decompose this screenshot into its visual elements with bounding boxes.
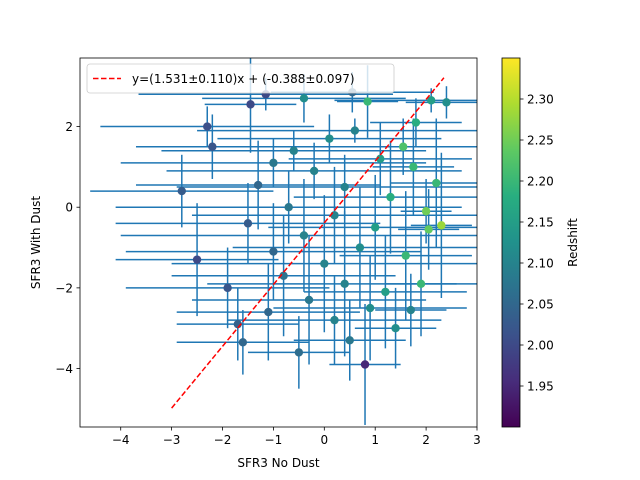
colorbar-tick-label: 2.00: [527, 339, 554, 353]
data-point: [409, 162, 418, 172]
legend-label-fit-line: y=(1.531±0.110)x + (-0.388±0.097): [132, 72, 355, 86]
data-point: [203, 122, 212, 131]
colorbar-tick-label: 2.20: [527, 175, 554, 189]
data-point: [330, 211, 339, 220]
data-point: [345, 336, 354, 345]
y-tick-label: −2: [55, 281, 73, 295]
data-point: [299, 94, 309, 103]
y-tick-label: 0: [65, 201, 73, 215]
x-axis-ticks: −4 −3 −2 −1 0 1 2 3: [112, 427, 481, 447]
data-point: [416, 279, 426, 289]
data-point: [360, 360, 370, 369]
y-tick-label: −4: [55, 362, 73, 376]
data-point: [223, 283, 232, 293]
data-point: [320, 259, 329, 268]
data-points: [177, 88, 451, 369]
data-point: [365, 303, 375, 313]
data-point: [340, 279, 349, 289]
data-point: [381, 287, 390, 297]
x-tick-label: 3: [473, 433, 481, 447]
data-point: [279, 271, 288, 280]
data-point: [243, 219, 253, 228]
data-point: [299, 231, 309, 240]
data-point: [264, 307, 273, 317]
colorbar-tick-label: 2.30: [527, 93, 554, 107]
colorbar-ticks: 1.95 2.00 2.05 2.10 2.15 2.20 2.25 2.30: [520, 93, 554, 394]
data-point: [309, 166, 319, 176]
data-point: [330, 315, 339, 325]
data-point: [325, 134, 334, 143]
data-point: [363, 97, 372, 106]
data-point: [294, 348, 304, 357]
x-tick-label: −2: [214, 433, 232, 447]
data-point: [238, 338, 248, 347]
data-point: [208, 142, 217, 151]
data-point: [289, 146, 298, 155]
fit-line: [171, 77, 445, 409]
x-tick-label: −3: [163, 433, 181, 447]
colorbar-tick-label: 2.25: [527, 134, 554, 148]
colorbar-tick-label: 2.05: [527, 298, 554, 312]
data-point: [340, 182, 349, 192]
data-point: [432, 178, 441, 188]
data-point: [421, 207, 431, 216]
x-tick-label: 2: [422, 433, 430, 447]
colorbar-gradient: [501, 57, 521, 428]
y-axis-ticks: −4 −2 0 2: [55, 120, 80, 376]
data-point: [406, 305, 416, 315]
data-point: [192, 255, 202, 264]
x-axis-label: SFR3 No Dust: [237, 456, 320, 470]
data-point: [411, 118, 421, 127]
data-point: [284, 203, 293, 212]
data-point: [386, 192, 395, 202]
data-point: [269, 247, 278, 256]
x-tick-label: 0: [320, 433, 328, 447]
data-point: [269, 158, 278, 168]
colorbar-tick-label: 2.15: [527, 216, 554, 230]
data-point: [177, 186, 186, 196]
data-point: [426, 96, 436, 105]
data-point: [401, 251, 410, 260]
y-axis-label: SFR3 With Dust: [29, 196, 43, 289]
data-point: [424, 225, 433, 234]
plot-area: [79, 57, 478, 428]
data-point: [253, 180, 263, 190]
legend: y=(1.531±0.110)x + (-0.388±0.097): [86, 63, 395, 94]
data-point: [398, 142, 408, 151]
colorbar-tick-label: 1.95: [527, 380, 554, 394]
data-point: [350, 126, 360, 135]
x-tick-label: 1: [371, 433, 379, 447]
data-point: [437, 221, 446, 230]
y-tick-label: 2: [65, 120, 73, 134]
data-point: [371, 223, 380, 232]
data-point: [442, 98, 451, 107]
x-tick-label: −4: [112, 433, 130, 447]
x-tick-label: −1: [265, 433, 283, 447]
data-point: [304, 295, 314, 305]
plot-frame: [79, 57, 478, 428]
colorbar-label: Redshift: [566, 218, 580, 267]
data-point: [246, 100, 255, 109]
legend-frame: [86, 63, 395, 94]
colorbar-tick-label: 2.10: [527, 257, 554, 271]
data-point: [391, 323, 400, 333]
data-point: [355, 243, 365, 252]
colorbar: 1.95 2.00 2.05 2.10 2.15 2.20 2.25 2.30 Redshif…: [501, 57, 580, 428]
